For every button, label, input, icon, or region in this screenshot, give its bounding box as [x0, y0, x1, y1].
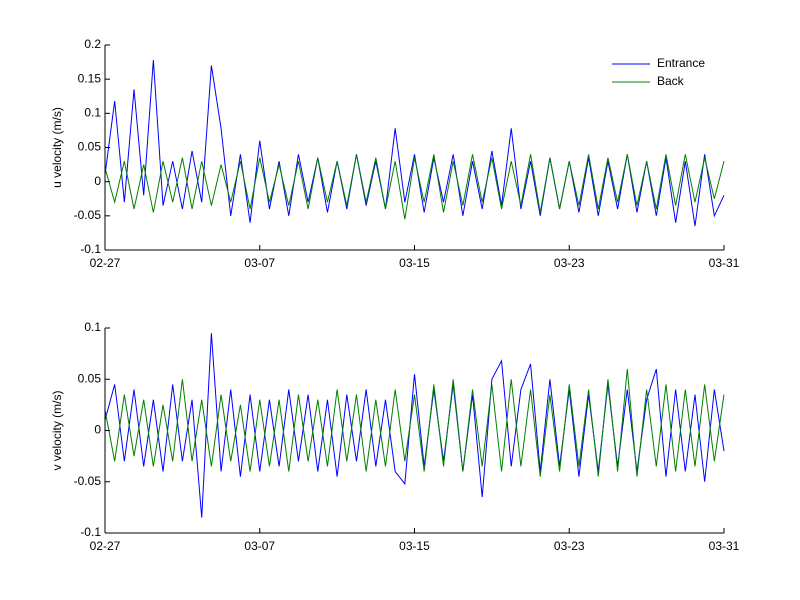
x-tick-label: 03-23: [554, 256, 585, 270]
y-tick-label: -0.05: [74, 208, 102, 222]
y-tick-label: 0.1: [84, 106, 101, 120]
y-tick-label: 0: [94, 423, 101, 437]
y-tick-label: -0.05: [74, 474, 102, 488]
y-tick-label: -0.1: [80, 242, 101, 256]
data-line: [104, 368, 725, 477]
y-axis-label: v velocity (m/s): [50, 390, 64, 470]
x-tick-label: 03-07: [244, 539, 275, 553]
x-tick-label: 03-15: [399, 539, 430, 553]
x-tick-label: 02-27: [90, 256, 121, 270]
y-tick-label: 0: [94, 174, 101, 188]
y-tick-label: 0.15: [78, 71, 102, 85]
y-tick-label: 0.05: [78, 371, 102, 385]
y-axis-label: u velocity (m/s): [50, 107, 64, 188]
legend-label: Entrance: [657, 56, 705, 70]
x-tick-label: 03-15: [399, 256, 430, 270]
y-tick-label: 0.2: [84, 37, 101, 51]
legend-label: Back: [657, 74, 685, 88]
data-line: [104, 59, 725, 227]
y-tick-label: 0.1: [84, 320, 101, 334]
x-tick-label: 03-23: [554, 539, 585, 553]
x-tick-label: 02-27: [90, 539, 121, 553]
x-tick-label: 03-31: [709, 539, 740, 553]
y-tick-label: 0.05: [78, 140, 102, 154]
x-tick-label: 03-07: [244, 256, 275, 270]
y-tick-label: -0.1: [80, 525, 101, 539]
data-line: [104, 154, 725, 220]
x-tick-label: 03-31: [709, 256, 740, 270]
